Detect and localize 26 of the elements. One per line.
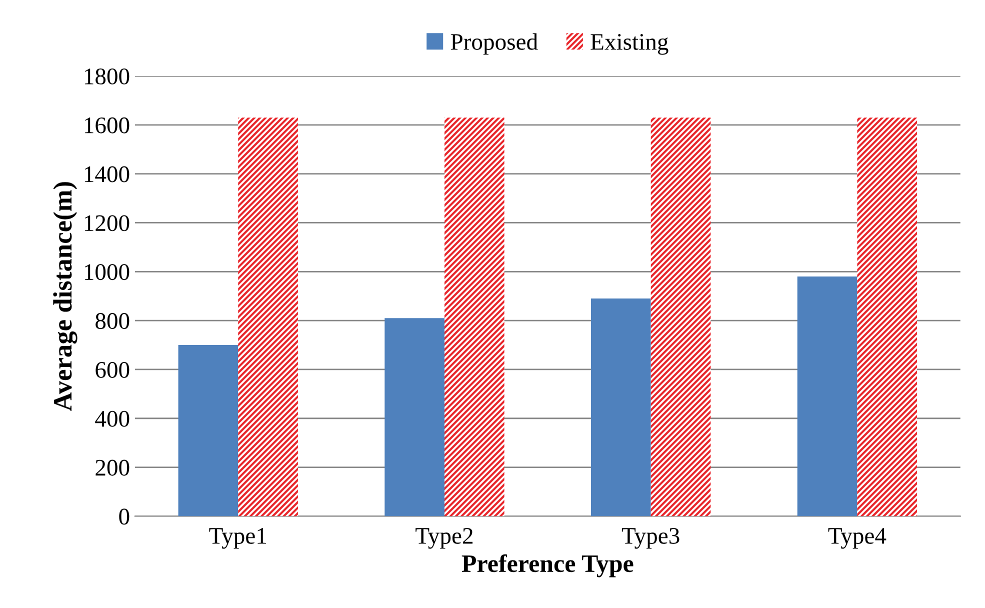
bar [384,318,444,516]
x-tick-label: Type1 [209,528,266,549]
bar [238,118,298,516]
y-axis-title: Average distance(m) [53,182,78,412]
y-tick-label: 400 [95,410,130,427]
y-tick-label: 200 [96,460,130,476]
bar [857,118,918,516]
bar [797,276,858,516]
x-axis-title: Preference Type [462,554,634,578]
legend-label: Existing [590,34,668,55]
x-tick-label: Type2 [416,528,473,549]
y-tick-label: 1200 [84,215,130,232]
y-tick-label: 800 [96,313,130,329]
x-tick-label: Type3 [622,528,680,549]
bar [444,118,504,516]
y-tick-label: 600 [96,362,130,378]
bar [590,298,651,516]
bar [650,118,711,516]
y-tick-label: 1000 [84,264,130,280]
bar [178,345,238,516]
y-tick-label: 1400 [84,166,130,182]
legend-label: Proposed [450,33,538,55]
y-tick-label: 1800 [84,68,130,84]
y-tick-label: 1600 [84,117,130,134]
x-tick-label: Type4 [828,528,886,549]
y-tick-label: 0 [119,508,130,525]
